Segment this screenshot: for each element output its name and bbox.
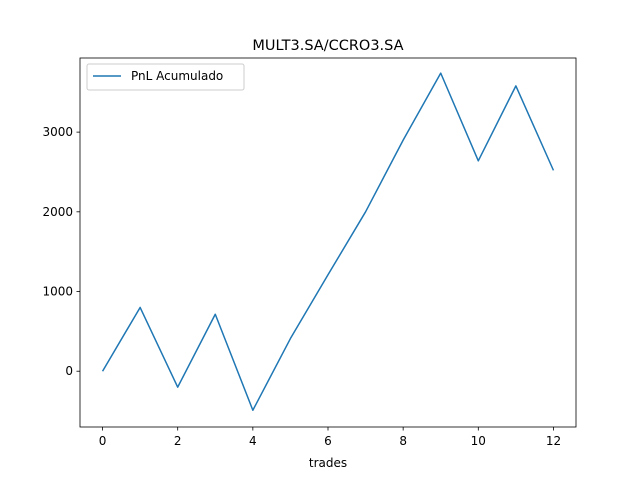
x-tick-label: 4	[249, 434, 257, 448]
series-line	[101, 72, 555, 412]
chart-title: MULT3.SA/CCRO3.SA	[252, 38, 403, 54]
plot-area: 0 2 4 6 8 10 12 0 1000 2000 3000 PnL Acumulado	[42, 57, 577, 448]
data-point	[176, 386, 179, 389]
data-point	[514, 84, 517, 87]
x-tick-label: 12	[546, 434, 561, 448]
x-tick-label: 8	[399, 434, 407, 448]
data-point	[402, 139, 405, 142]
x-tick-label: 2	[174, 434, 182, 448]
legend-box	[86, 63, 245, 91]
data-point	[477, 159, 480, 162]
x-tick-label: 10	[471, 434, 486, 448]
x-axis-label: trades	[309, 456, 347, 470]
y-tick-label: 1000	[42, 285, 73, 299]
y-tick-label: 2000	[42, 205, 73, 219]
y-tick-label: 3000	[42, 125, 73, 139]
data-point	[251, 409, 254, 412]
x-tick-label: 6	[324, 434, 332, 448]
data-point	[327, 273, 330, 276]
legend: PnL Acumulado	[86, 63, 245, 91]
y-tick-label: 0	[65, 364, 73, 378]
data-point	[214, 313, 217, 316]
data-point	[289, 337, 292, 340]
legend-entry: PnL Acumulado	[131, 69, 223, 83]
x-tick-label: 0	[99, 434, 107, 448]
data-point	[364, 210, 367, 213]
data-point	[439, 72, 442, 75]
data-point	[552, 169, 555, 172]
data-point	[101, 370, 104, 373]
data-point	[139, 306, 142, 309]
